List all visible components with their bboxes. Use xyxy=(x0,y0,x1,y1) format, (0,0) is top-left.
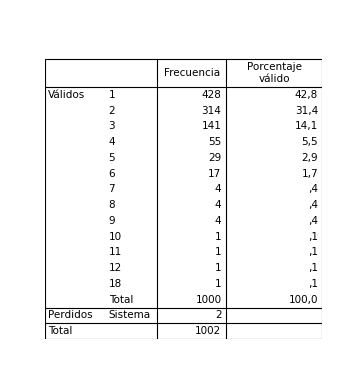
Text: 4: 4 xyxy=(215,184,222,194)
Text: 2: 2 xyxy=(108,106,115,115)
Text: 428: 428 xyxy=(202,90,222,100)
Text: 8: 8 xyxy=(108,200,115,210)
Text: 42,8: 42,8 xyxy=(295,90,318,100)
Text: 11: 11 xyxy=(108,247,122,258)
Text: 100,0: 100,0 xyxy=(289,295,318,305)
Text: 10: 10 xyxy=(108,232,122,242)
Text: 29: 29 xyxy=(208,153,222,163)
Text: 9: 9 xyxy=(108,216,115,226)
Text: Total: Total xyxy=(48,326,72,336)
Text: 1000: 1000 xyxy=(195,295,222,305)
Text: Válidos: Válidos xyxy=(48,90,85,100)
Text: 141: 141 xyxy=(202,121,222,131)
Text: 1: 1 xyxy=(215,279,222,289)
Text: Total: Total xyxy=(108,295,133,305)
Text: 314: 314 xyxy=(202,106,222,115)
Text: ,1: ,1 xyxy=(308,279,318,289)
Text: ,1: ,1 xyxy=(308,232,318,242)
Text: ,1: ,1 xyxy=(308,247,318,258)
Text: 6: 6 xyxy=(108,169,115,179)
Text: Frecuencia: Frecuencia xyxy=(164,68,220,78)
Text: 17: 17 xyxy=(208,169,222,179)
Text: 2: 2 xyxy=(215,311,222,320)
Text: 4: 4 xyxy=(215,200,222,210)
Text: 5,5: 5,5 xyxy=(301,137,318,147)
Text: 7: 7 xyxy=(108,184,115,194)
Text: 55: 55 xyxy=(208,137,222,147)
Text: 14,1: 14,1 xyxy=(295,121,318,131)
Text: 1: 1 xyxy=(215,247,222,258)
Text: 1: 1 xyxy=(215,232,222,242)
Text: Porcentaje
válido: Porcentaje válido xyxy=(247,62,302,84)
Text: 31,4: 31,4 xyxy=(295,106,318,115)
Text: 4: 4 xyxy=(215,216,222,226)
Text: 1,7: 1,7 xyxy=(301,169,318,179)
Text: 1: 1 xyxy=(108,90,115,100)
Text: Perdidos: Perdidos xyxy=(48,311,93,320)
Text: 3: 3 xyxy=(108,121,115,131)
Text: 4: 4 xyxy=(108,137,115,147)
Text: ,4: ,4 xyxy=(308,184,318,194)
Text: 12: 12 xyxy=(108,263,122,273)
Text: Sistema: Sistema xyxy=(108,311,151,320)
Text: ,4: ,4 xyxy=(308,200,318,210)
Text: 5: 5 xyxy=(108,153,115,163)
Text: ,4: ,4 xyxy=(308,216,318,226)
Text: 18: 18 xyxy=(108,279,122,289)
Text: ,1: ,1 xyxy=(308,263,318,273)
Text: 1: 1 xyxy=(215,263,222,273)
Text: 1002: 1002 xyxy=(195,326,222,336)
Text: 2,9: 2,9 xyxy=(301,153,318,163)
